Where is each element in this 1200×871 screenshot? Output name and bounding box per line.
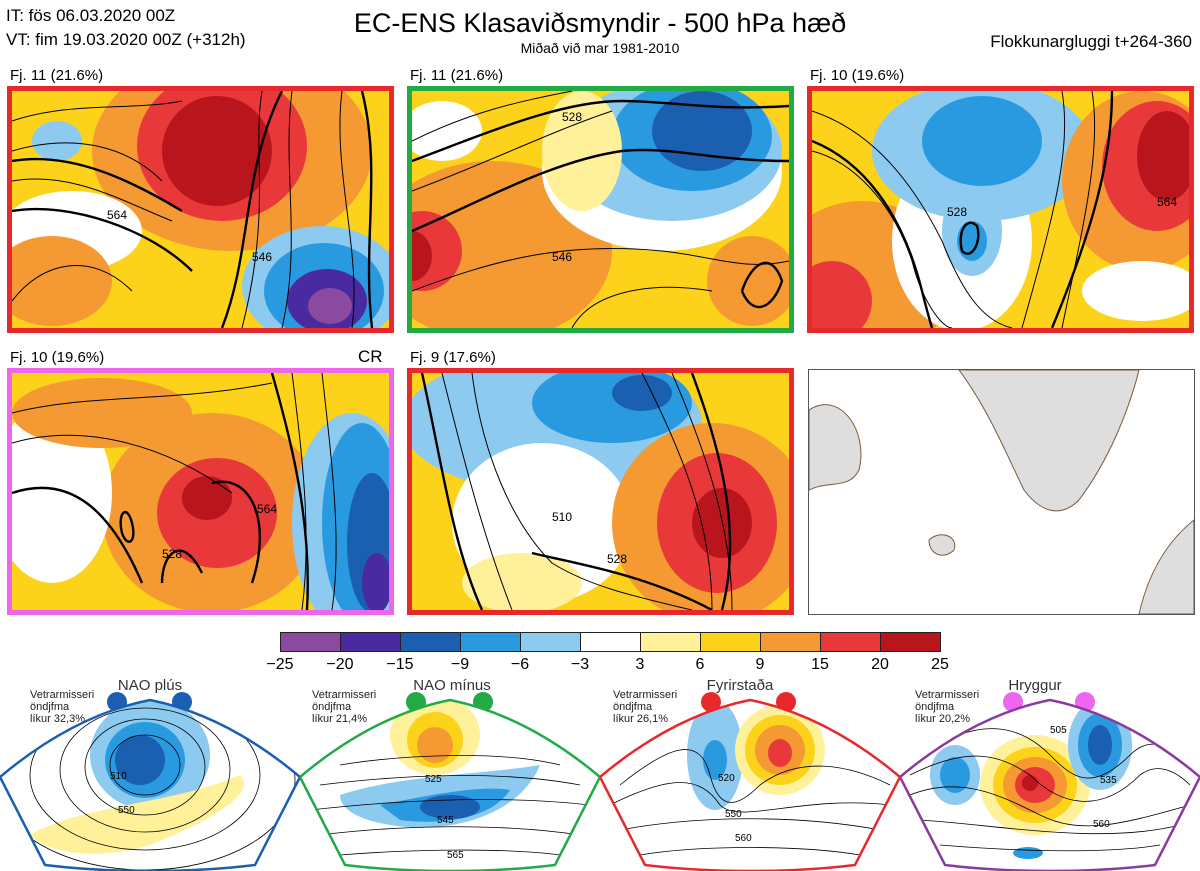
- contour-label: 550: [725, 809, 742, 820]
- contour-label: 528: [947, 205, 967, 219]
- colorbar-tick: 25: [931, 656, 949, 673]
- panel-4-label: Fj. 10 (19.6%): [10, 349, 105, 366]
- contour-label: 528: [562, 110, 582, 124]
- map-panel-6: [808, 369, 1195, 615]
- colorbar-swatch: [880, 632, 941, 652]
- contour-label: 560: [1093, 819, 1110, 830]
- regime-1-map: 510 550: [0, 698, 300, 871]
- regime-3-title: Fyrirstaða: [706, 677, 774, 694]
- regime-1-title: NAO plús: [117, 677, 183, 694]
- classification-window: Flokkunargluggi t+264-360: [990, 32, 1192, 51]
- panel-1-label: Fj. 11 (21.6%): [10, 67, 104, 84]
- colorbar-tick: 15: [811, 656, 829, 673]
- header-info: IT: fös 06.03.2020 00Z VT: fim 19.03.202…: [6, 4, 246, 52]
- colorbar-tick: −3: [570, 656, 590, 673]
- contour-label: 550: [118, 805, 135, 816]
- colorbar-tick: 20: [871, 656, 889, 673]
- contour-label: 528: [607, 552, 627, 566]
- colorbar-tick: −25: [266, 656, 294, 673]
- colorbar-tick: −6: [510, 656, 530, 673]
- colorbar-swatch: [280, 632, 341, 652]
- contour-label: 565: [447, 850, 464, 861]
- map-panel-2: 528 546: [407, 86, 794, 333]
- contour-label: 546: [252, 250, 272, 264]
- regime-4-map: 505 535 560: [900, 698, 1200, 871]
- regime-2-map: 525 545 565: [300, 698, 600, 871]
- map-panel-4: 528 564: [7, 368, 394, 615]
- contour-label: 564: [257, 502, 277, 516]
- init-time: IT: fös 06.03.2020 00Z: [6, 6, 176, 25]
- contour-label: 505: [1050, 725, 1067, 736]
- regime-2-title: NAO mínus: [413, 677, 491, 694]
- regime-1-note: Vetrarmisseri öndjfma líkur 32,3%: [30, 689, 95, 725]
- contour-label: 510: [110, 771, 127, 782]
- contour-label: 520: [718, 773, 735, 784]
- page-title: EC-ENS Klasaviðsmyndir - 500 hPa hæð: [353, 8, 847, 38]
- colorbar-swatch: [520, 632, 581, 652]
- colorbar-tick: −15: [386, 656, 414, 673]
- regime-3-marker: [701, 692, 721, 712]
- colorbar-swatch: [700, 632, 761, 652]
- contour-label: 545: [437, 815, 454, 826]
- colorbar-swatch: [580, 632, 641, 652]
- colorbar-swatch: [640, 632, 701, 652]
- contour-label: 564: [107, 208, 127, 222]
- map-panel-5: 510 528: [407, 368, 794, 615]
- contour-label: 510: [552, 510, 572, 524]
- map-panel-3: 528 564: [807, 86, 1194, 333]
- colorbar-tick: 9: [755, 656, 765, 673]
- regime-4-note: Vetrarmisseri öndjfma líkur 20,2%: [915, 689, 980, 725]
- colorbar-swatch: [340, 632, 401, 652]
- regime-3-note: Vetrarmisseri öndjfma líkur 26,1%: [613, 689, 678, 725]
- regime-3-map: 520 550 560: [600, 698, 900, 871]
- regime-4-title: Hryggur: [1008, 677, 1062, 694]
- regime-4-marker: [1003, 692, 1023, 712]
- contour-label: 528: [162, 547, 182, 561]
- colorbar-tick: −9: [450, 656, 470, 673]
- panel-4-tag: CR: [358, 347, 383, 366]
- page-subtitle: Miðað við mar 1981-2010: [520, 40, 680, 56]
- contour-label: 525: [425, 774, 442, 785]
- colorbar-swatch: [820, 632, 881, 652]
- valid-time: VT: fim 19.03.2020 00Z (+312h): [6, 30, 246, 49]
- contour-label: 564: [1157, 195, 1177, 209]
- colorbar-swatch: [460, 632, 521, 652]
- panel-3-label: Fj. 10 (19.6%): [810, 67, 905, 84]
- colorbar-tick: −20: [326, 656, 354, 673]
- contour-label: 546: [552, 250, 572, 264]
- colorbar-tick: 3: [635, 656, 645, 673]
- colorbar-swatch: [760, 632, 821, 652]
- panel-5-label: Fj. 9 (17.6%): [410, 349, 496, 366]
- colorbar-swatch: [400, 632, 461, 652]
- panel-2-label: Fj. 11 (21.6%): [410, 67, 504, 84]
- contour-label: 560: [735, 833, 752, 844]
- contour-label: 535: [1100, 775, 1117, 786]
- map-panel-1: 564 546: [7, 86, 394, 333]
- regime-2-note: Vetrarmisseri öndjfma líkur 21,4%: [312, 689, 377, 725]
- colorbar-tick: 6: [695, 656, 705, 673]
